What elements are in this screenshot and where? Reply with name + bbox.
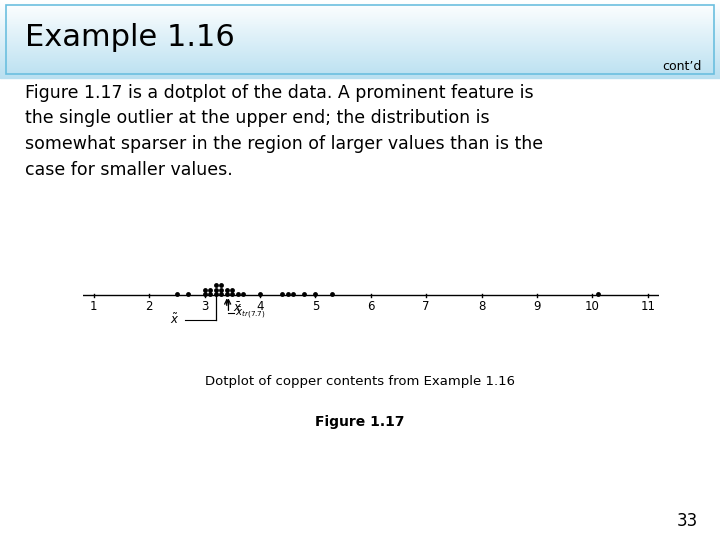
Bar bbox=[0, 34, 720, 35]
Text: 6: 6 bbox=[367, 300, 374, 313]
Bar bbox=[0, 64, 720, 65]
Bar bbox=[0, 5, 720, 6]
Bar bbox=[0, 54, 720, 55]
Bar bbox=[0, 32, 720, 33]
Text: 4: 4 bbox=[256, 300, 264, 313]
Bar bbox=[0, 60, 720, 62]
Bar bbox=[0, 41, 720, 42]
Bar bbox=[0, 1, 720, 2]
Bar bbox=[0, 11, 720, 12]
Text: 33: 33 bbox=[677, 512, 698, 530]
Bar bbox=[0, 7, 720, 8]
Text: Dotplot of copper contents from Example 1.16: Dotplot of copper contents from Example … bbox=[205, 375, 515, 388]
Text: Example 1.16: Example 1.16 bbox=[25, 23, 235, 52]
Text: $\bar{x}$: $\bar{x}$ bbox=[233, 301, 243, 315]
Bar bbox=[0, 16, 720, 17]
Bar bbox=[0, 3, 720, 4]
Bar bbox=[0, 69, 720, 70]
Bar bbox=[0, 47, 720, 48]
Bar bbox=[0, 55, 720, 56]
Text: 9: 9 bbox=[534, 300, 541, 313]
Bar bbox=[0, 45, 720, 46]
Bar bbox=[0, 38, 720, 39]
Bar bbox=[0, 71, 720, 72]
Bar bbox=[0, 23, 720, 24]
Text: $\bar{x}_{tr(7.7)}$: $\bar{x}_{tr(7.7)}$ bbox=[235, 305, 266, 321]
Bar bbox=[0, 58, 720, 59]
Bar bbox=[0, 9, 720, 10]
Bar bbox=[0, 44, 720, 45]
Text: Figure 1.17 is a dotplot of the data. A prominent feature is
the single outlier : Figure 1.17 is a dotplot of the data. A … bbox=[25, 84, 544, 179]
Bar bbox=[0, 57, 720, 58]
Text: cont’d: cont’d bbox=[662, 60, 702, 73]
Bar bbox=[0, 62, 720, 63]
Bar bbox=[0, 52, 720, 53]
Bar bbox=[0, 10, 720, 11]
Bar bbox=[0, 29, 720, 30]
Bar bbox=[0, 18, 720, 19]
Text: $\tilde{x}$: $\tilde{x}$ bbox=[171, 313, 180, 327]
Bar bbox=[0, 8, 720, 9]
Bar bbox=[0, 50, 720, 51]
Bar bbox=[0, 13, 720, 14]
Bar bbox=[0, 66, 720, 68]
Bar bbox=[0, 12, 720, 13]
Text: 7: 7 bbox=[423, 300, 430, 313]
Bar bbox=[0, 33, 720, 34]
Text: 1: 1 bbox=[90, 300, 98, 313]
Bar bbox=[0, 77, 720, 78]
Bar bbox=[0, 68, 720, 69]
Bar bbox=[0, 19, 720, 21]
Bar bbox=[0, 2, 720, 3]
Text: 10: 10 bbox=[585, 300, 600, 313]
Bar bbox=[0, 14, 720, 15]
Bar bbox=[0, 53, 720, 54]
Bar bbox=[0, 24, 720, 25]
Bar bbox=[6, 5, 714, 75]
Text: Figure 1.17: Figure 1.17 bbox=[315, 415, 405, 429]
Bar bbox=[0, 75, 720, 76]
Bar bbox=[0, 39, 720, 40]
Text: 3: 3 bbox=[201, 300, 208, 313]
Bar bbox=[0, 56, 720, 57]
Bar bbox=[0, 65, 720, 66]
Bar bbox=[0, 36, 720, 37]
Text: 2: 2 bbox=[145, 300, 153, 313]
Bar bbox=[0, 49, 720, 50]
Bar bbox=[0, 21, 720, 22]
Bar bbox=[0, 51, 720, 52]
Text: 8: 8 bbox=[478, 300, 485, 313]
Bar bbox=[0, 59, 720, 60]
Bar bbox=[0, 0, 720, 1]
Text: 5: 5 bbox=[312, 300, 319, 313]
Bar bbox=[0, 48, 720, 49]
Bar bbox=[0, 76, 720, 77]
Bar bbox=[0, 17, 720, 18]
Bar bbox=[0, 72, 720, 73]
Bar bbox=[0, 31, 720, 32]
Bar bbox=[0, 43, 720, 44]
Bar bbox=[0, 25, 720, 26]
Bar bbox=[0, 30, 720, 31]
Bar bbox=[0, 28, 720, 29]
Bar bbox=[0, 4, 720, 5]
Bar bbox=[0, 73, 720, 75]
Bar bbox=[0, 40, 720, 41]
Bar bbox=[0, 26, 720, 28]
Text: 11: 11 bbox=[640, 300, 655, 313]
Bar bbox=[0, 6, 720, 7]
Bar bbox=[0, 63, 720, 64]
Bar bbox=[0, 70, 720, 71]
Bar bbox=[0, 15, 720, 16]
Bar bbox=[0, 42, 720, 43]
Bar bbox=[0, 46, 720, 47]
Bar bbox=[0, 22, 720, 23]
Bar bbox=[0, 37, 720, 38]
Bar bbox=[0, 35, 720, 36]
